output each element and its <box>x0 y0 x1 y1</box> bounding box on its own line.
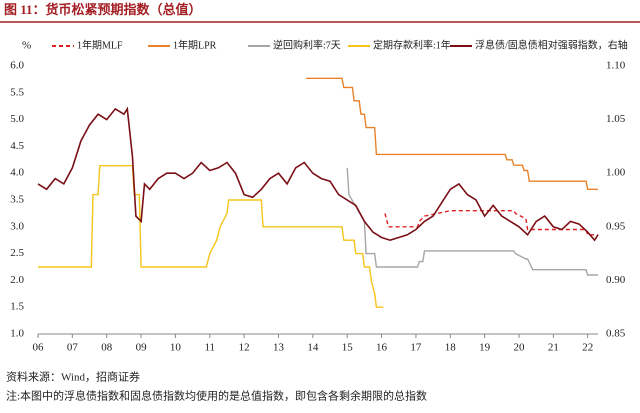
legend-label: 逆回购利率:7天 <box>273 38 341 51</box>
x-tick-label: 14 <box>307 342 319 354</box>
x-tick-label: 16 <box>376 342 388 354</box>
source: 资料来源：Wind，招商证券 <box>6 370 140 384</box>
y-unit: % <box>22 40 31 52</box>
x-tick-label: 09 <box>136 342 148 354</box>
legend-label: 1年期MLF <box>77 38 123 51</box>
y-tick-label: 3.0 <box>10 220 24 232</box>
y2-tick-label: 0.95 <box>606 220 626 232</box>
y2-tick-label: 0.90 <box>606 274 626 286</box>
x-tick-label: 06 <box>33 342 45 354</box>
y-tick-label: 5.5 <box>10 86 24 98</box>
x-tick-label: 20 <box>513 342 525 354</box>
y-tick-label: 6.0 <box>10 60 24 72</box>
x-tick-label: 08 <box>101 342 113 354</box>
x-tick-label: 10 <box>170 342 182 354</box>
y-tick-label: 5.0 <box>10 113 24 125</box>
y-tick-label: 4.5 <box>10 140 24 152</box>
legend-label: 定期存款利率:1年 <box>373 38 451 51</box>
x-tick-label: 19 <box>479 342 491 354</box>
x-tick-label: 15 <box>342 342 354 354</box>
series-line <box>306 77 598 190</box>
y2-tick-label: 0.85 <box>606 328 626 340</box>
x-tick-label: 22 <box>582 342 593 354</box>
y-tick-label: 2.0 <box>10 274 24 286</box>
x-tick-label: 17 <box>410 342 422 354</box>
note: 注:本图中的浮息债指数和固息债指数均使用的是总值指数，即包含各剩余期限的总指数 <box>6 389 427 403</box>
y-tick-label: 1.0 <box>10 328 24 340</box>
y-tick-label: 4.0 <box>10 167 24 179</box>
y-tick-label: 2.5 <box>10 247 24 259</box>
x-tick-label: 18 <box>445 342 457 354</box>
y2-tick-label: 1.10 <box>606 60 626 72</box>
series-line <box>38 165 384 308</box>
x-tick-label: 07 <box>67 342 79 354</box>
x-tick-label: 21 <box>548 342 559 354</box>
y2-tick-label: 1.00 <box>606 167 626 179</box>
series-line <box>384 210 598 236</box>
y2-tick-label: 1.05 <box>606 113 626 125</box>
legend-label: 1年期LPR <box>173 38 217 51</box>
x-tick-label: 11 <box>204 342 215 354</box>
legend-label: 浮息债/固息债相对强弱指数，右轴 <box>475 38 628 51</box>
x-tick-label: 13 <box>273 342 285 354</box>
y-tick-label: 3.5 <box>10 194 24 206</box>
series-line <box>346 167 598 276</box>
x-tick-label: 12 <box>239 342 250 354</box>
y-tick-label: 1.5 <box>10 301 24 313</box>
chart-title: 图 11：货币松紧预期指数（总值） <box>4 2 202 17</box>
series-line <box>37 106 599 242</box>
